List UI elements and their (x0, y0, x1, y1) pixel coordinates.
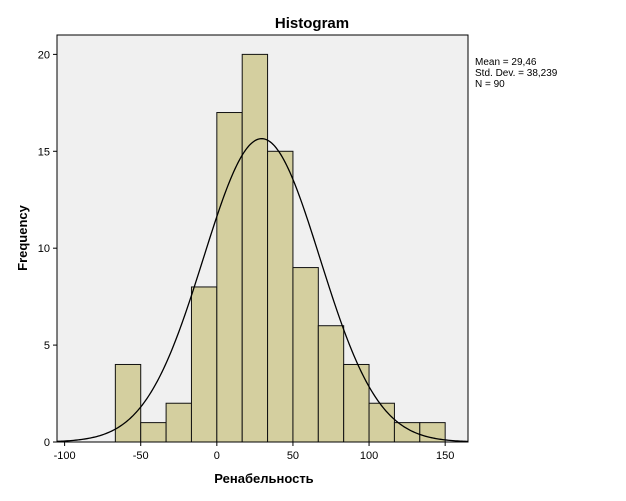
x-ticks: -100 -50 0 50 100 150 (54, 442, 454, 462)
histogram-bar (114, 363, 142, 443)
x-tick-label: 50 (287, 450, 299, 462)
y-tick-label: 10 (38, 243, 50, 255)
x-tick-label: 150 (436, 450, 454, 462)
x-tick-label: -50 (133, 450, 149, 462)
histogram-bar (140, 422, 167, 443)
histogram-bar (190, 286, 218, 443)
histogram-bar (165, 402, 192, 443)
x-tick-label: 100 (360, 450, 378, 462)
y-axis-label: Frequency (15, 204, 30, 271)
x-tick-label: 0 (214, 450, 220, 462)
histogram-bar (317, 325, 345, 443)
y-tick-label: 15 (38, 146, 50, 158)
normal-curve (56, 138, 469, 443)
stats-n: N = 90 (475, 79, 505, 90)
histogram-bar (267, 150, 294, 443)
y-tick-label: 20 (38, 49, 50, 61)
x-tick-label: -100 (54, 450, 76, 462)
stats-mean: Mean = 29,46 (475, 57, 537, 68)
y-ticks: 0 5 10 15 20 (38, 49, 57, 449)
histogram-bar (241, 53, 269, 443)
bars-layer (114, 53, 446, 443)
x-axis-label: Ренабельность (214, 471, 313, 486)
histogram-bar (368, 402, 395, 443)
histogram-bar (343, 363, 370, 443)
stats-box: Mean = 29,46 Std. Dev. = 38,239 N = 90 (475, 57, 558, 90)
stats-std-dev: Std. Dev. = 38,239 (475, 68, 558, 79)
y-tick-label: 0 (44, 437, 50, 449)
histogram-bar (292, 267, 319, 443)
chart-title: Histogram (275, 15, 349, 32)
y-tick-label: 5 (44, 340, 50, 352)
